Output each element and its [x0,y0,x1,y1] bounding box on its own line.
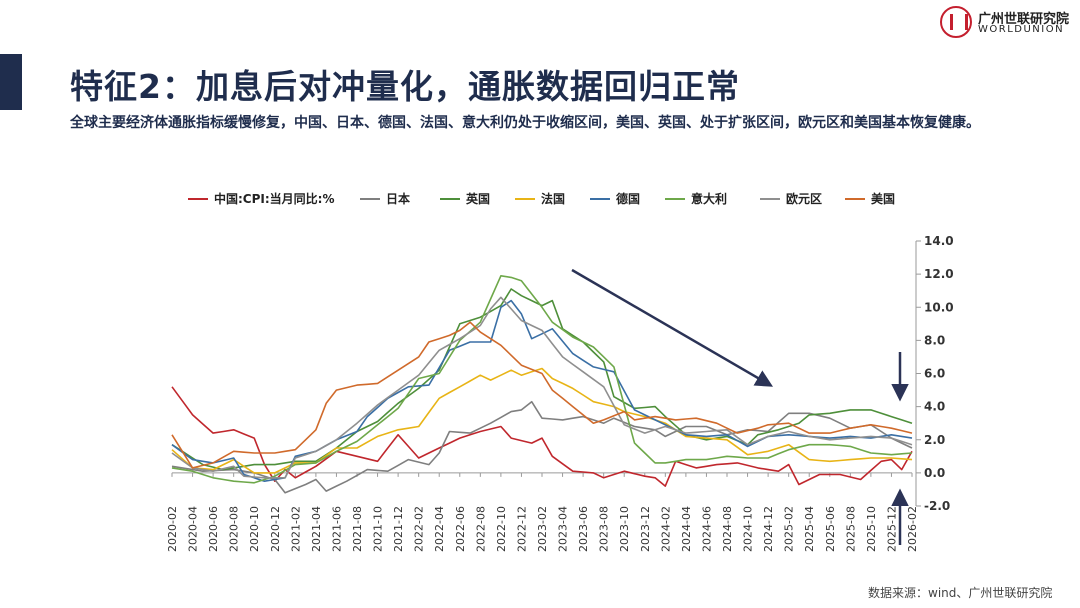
y-tick-label: 2.0 [924,433,945,447]
x-tick-label: 2020-06 [207,506,220,552]
x-tick-label: 2023-04 [557,506,570,552]
data-source-note: 数据来源：wind、广州世联研究院 [868,586,1053,600]
x-tick-label: 2020-08 [228,506,241,552]
x-tick-label: 2022-02 [413,506,426,552]
x-tick-label: 2022-10 [495,506,508,552]
x-tick-label: 2020-12 [269,506,282,552]
y-tick-label: -2.0 [924,499,950,513]
legend-label: 意大利 [691,191,727,206]
series-line-1 [171,400,913,494]
logo-icon [940,6,972,38]
x-tick-label: 2021-08 [351,506,364,552]
x-tick-label: 2021-02 [289,506,302,552]
page-subtitle: 全球主要经济体通胀指标缓慢修复，中国、日本、德国、法国、意大利仍处于收缩区间，美… [70,115,980,131]
legend-label: 中国:CPI:当月同比:% [214,191,335,206]
x-tick-label: 2024-04 [680,506,693,552]
x-tick-label: 2022-06 [454,506,467,552]
x-tick-label: 2020-04 [187,506,200,552]
x-tick-label: 2025-02 [783,506,796,552]
x-tick-label: 2024-08 [721,506,734,552]
x-tick-label: 2023-08 [598,506,611,552]
series-line-5 [171,275,913,484]
x-tick-label: 2021-12 [392,506,405,552]
page-title: 特征2：加息后对冲量化，通胀数据回归正常 [70,67,740,106]
legend-label: 日本 [386,191,410,206]
y-tick-label: 12.0 [924,267,954,281]
x-tick-label: 2025-10 [865,506,878,552]
legend-label: 英国 [466,191,490,206]
logo-en-text: WORLDUNION [978,24,1065,35]
series-line-6 [171,296,913,479]
x-tick-label: 2025-06 [824,506,837,552]
x-tick-label: 2020-02 [166,506,179,552]
x-tick-label: 2021-06 [330,506,343,552]
trend-arrows [571,268,909,545]
x-tick-label: 2025-04 [803,506,816,552]
x-tick-label: 2021-04 [310,506,323,552]
series-line-3 [171,367,913,474]
brand-logo: 广州世联研究院 WORLDUNION [940,6,1076,40]
trend-arrow-down-diagonal [571,268,774,387]
x-tick-label: 2020-10 [248,506,261,552]
x-tick-label: 2024-10 [742,506,755,552]
y-tick-label: 14.0 [924,234,954,248]
x-tick-label: 2024-02 [659,506,672,552]
x-tick-label: 2023-06 [577,506,590,552]
logo-cn-text: 广州世联研究院 [978,12,1070,27]
x-tick-label: 2025-08 [844,506,857,552]
x-tick-label: 2024-12 [762,506,775,552]
chart-legend: 中国:CPI:当月同比:% 日本 英国 法国 德国 意大利 欧元区 美国 [188,191,895,206]
legend-label: 欧元区 [786,191,822,206]
chart-axes: -2.0 0.0 2.0 4.0 6.0 8.0 10.0 12.0 14.0 2020-02 20… [166,234,954,552]
series-line-7 [171,321,913,469]
y-tick-label: 6.0 [924,367,945,381]
legend-label: 法国 [541,191,565,206]
series-line-4 [171,299,913,482]
legend-label: 美国 [871,191,895,206]
y-tick-label: 10.0 [924,300,954,314]
chart-series [171,275,913,494]
y-tick-label: 8.0 [924,333,945,347]
x-tick-label: 2021-10 [372,506,385,552]
x-tick-label: 2022-12 [515,506,528,552]
series-line-2 [171,288,913,471]
title-accent-bar [0,54,22,110]
x-tick-label: 2023-12 [639,506,652,552]
x-tick-label: 2022-08 [474,506,487,552]
series-line-0 [171,386,913,487]
legend-label: 德国 [616,191,640,206]
x-tick-label: 2022-04 [433,506,446,552]
y-tick-label: 4.0 [924,400,945,414]
x-tick-label: 2024-06 [700,506,713,552]
x-tick-label: 2023-02 [536,506,549,552]
x-tick-label: 2023-10 [618,506,631,552]
x-tick-label: 2026-02 [906,506,919,552]
x-tick-label: 2025-12 [885,506,898,552]
y-tick-label: 0.0 [924,466,945,480]
